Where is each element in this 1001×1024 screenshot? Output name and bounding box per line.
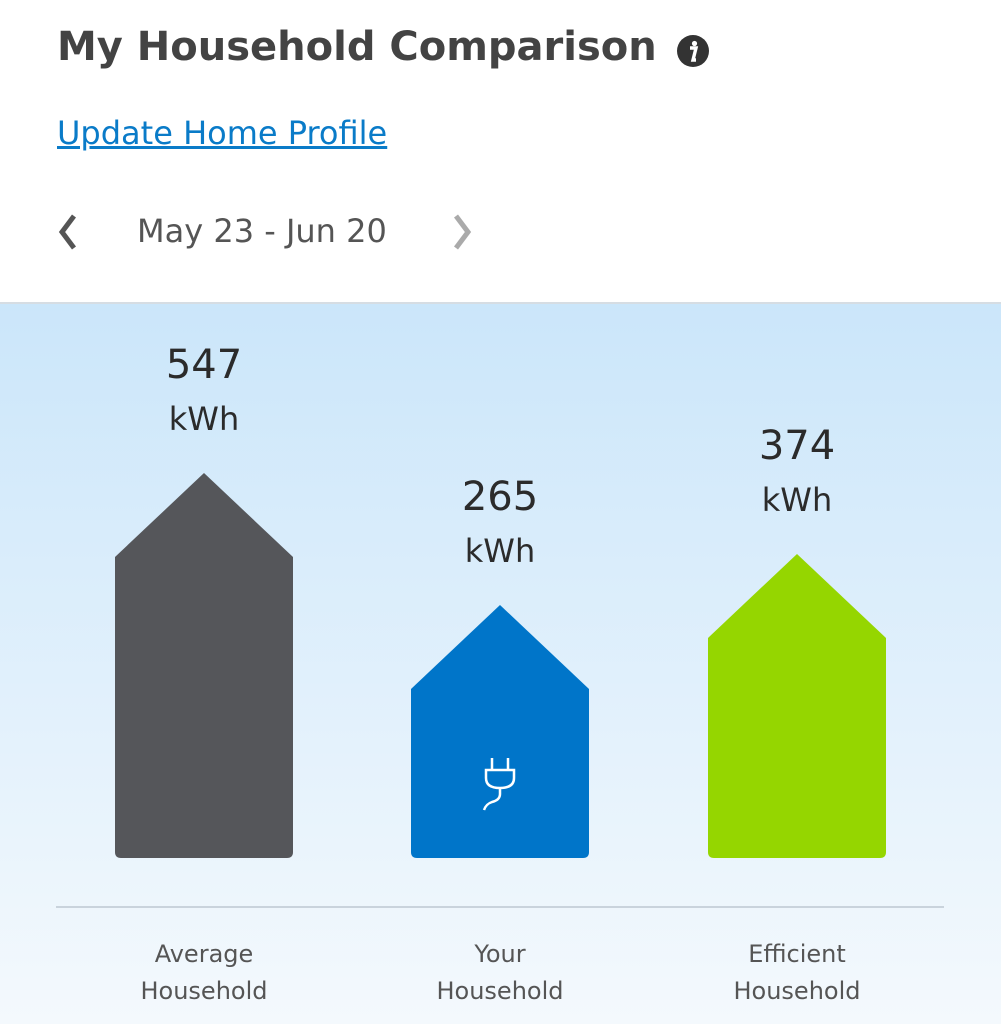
category-label: Average Household	[140, 940, 268, 1005]
info-icon[interactable]	[676, 34, 710, 68]
chart: 547 kWh 265 kWh 374 kWh Average Household Your…	[0, 304, 1001, 1024]
date-range: May 23 - Jun 20	[137, 212, 387, 250]
unit-label: kWh	[169, 400, 239, 438]
unit-label: kWh	[465, 532, 535, 570]
value-label: 374	[759, 423, 835, 469]
unit-label: kWh	[762, 481, 832, 519]
value-label: 265	[462, 474, 538, 520]
category-label: Efficient Household	[733, 940, 861, 1005]
title: My Household Comparison	[57, 24, 657, 70]
house-bar	[708, 553, 886, 858]
plug-icon	[482, 758, 516, 811]
header: My Household Comparison Update Home Prof…	[0, 0, 1001, 304]
chart-plot: 547 kWh 265 kWh 374 kWh	[56, 342, 944, 908]
next-arrow[interactable]	[448, 212, 476, 252]
house-bar	[411, 604, 589, 858]
update-profile-link[interactable]: Update Home Profile	[57, 114, 388, 152]
prev-arrow[interactable]	[54, 212, 82, 252]
house-bar	[115, 473, 293, 858]
value-label: 547	[166, 342, 242, 388]
category-label: Your Household	[436, 940, 564, 1005]
